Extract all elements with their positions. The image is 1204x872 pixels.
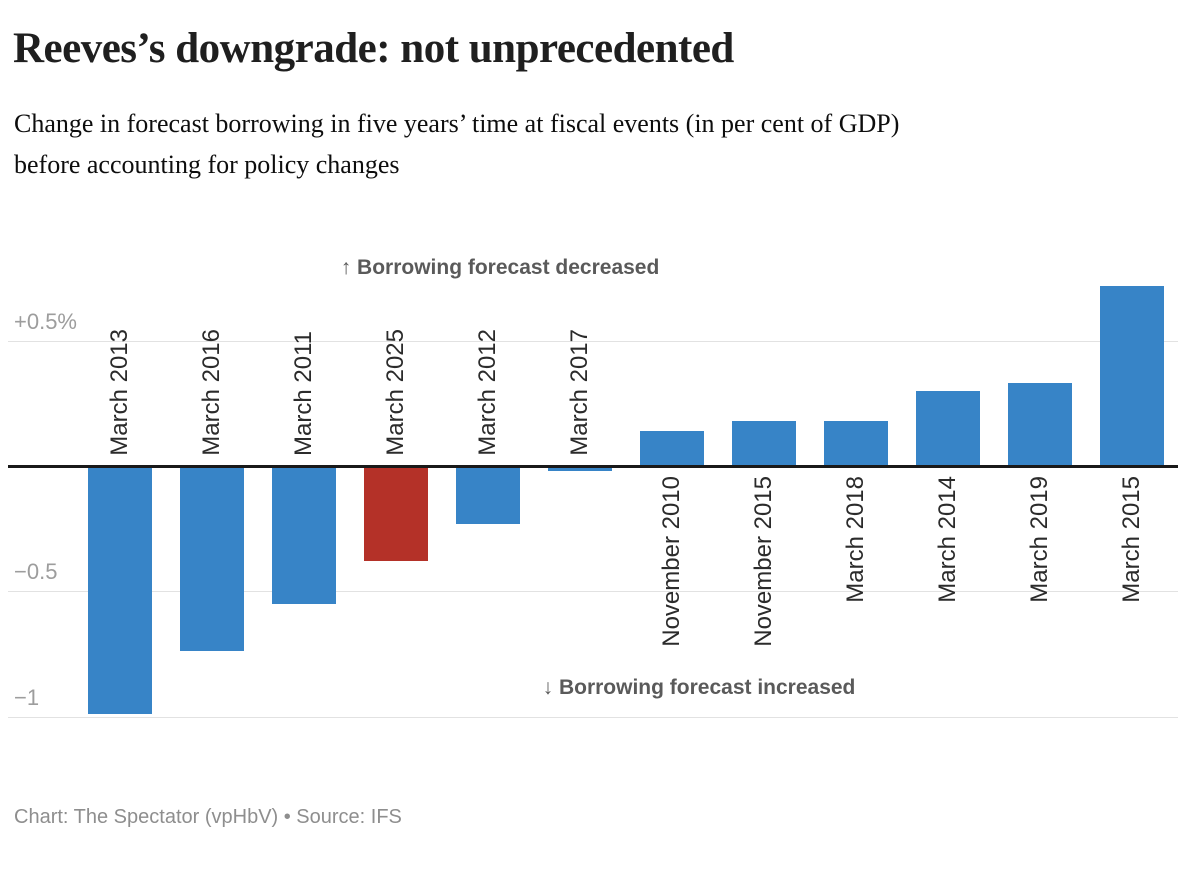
bar-march-2016 [179, 466, 244, 652]
y-axis-tick-label: −1 [14, 684, 40, 710]
bar-november-2010 [639, 430, 704, 466]
chart-subtitle: Change in forecast borrowing in five yea… [14, 103, 899, 185]
bar-label-november-2010: November 2010 [657, 476, 685, 647]
annotation-borrowing-increased: ↓ Borrowing forecast increased [543, 676, 856, 700]
bar-march-2014 [915, 390, 980, 466]
y-axis-tick-label: −0.5 [14, 559, 58, 585]
gridline [8, 340, 1178, 342]
chart-source-credit: Chart: The Spectator (vpHbV) • Source: I… [14, 806, 402, 828]
chart-title: Reeves’s downgrade: not unprecedented [13, 25, 734, 72]
bar-label-march-2011: March 2011 [289, 331, 317, 456]
bar-label-march-2013: March 2013 [105, 329, 133, 456]
bar-label-march-2017: March 2017 [565, 329, 593, 456]
bar-march-2011 [271, 466, 336, 604]
down-arrow-icon: ↓ [542, 676, 554, 699]
bar-march-2013 [87, 466, 152, 715]
bar-november-2015 [731, 420, 796, 466]
bar-label-march-2012: March 2012 [473, 329, 501, 456]
zero-baseline [8, 464, 1178, 468]
bar-label-march-2016: March 2016 [197, 329, 225, 456]
y-axis-tick-label: +0.5% [14, 308, 77, 334]
bar-label-march-2015: March 2015 [1117, 476, 1145, 603]
chart-subtitle-line1: Change in forecast borrowing in five yea… [14, 109, 900, 138]
annotation-borrowing-increased-label: Borrowing forecast increased [558, 676, 856, 699]
plot-area: ↑ Borrowing forecast decreased ↓ Borrowi… [8, 250, 1178, 730]
bar-march-2019 [1007, 383, 1072, 466]
bar-march-2018 [823, 420, 888, 466]
bar-label-march-2019: March 2019 [1025, 476, 1053, 603]
bar-label-march-2014: March 2014 [933, 476, 961, 603]
bar-march-2012 [455, 466, 520, 524]
annotation-borrowing-decreased: ↑ Borrowing forecast decreased [341, 256, 660, 280]
chart-subtitle-line2: before accounting for policy changes [14, 150, 400, 179]
bar-label-march-2018: March 2018 [841, 476, 869, 603]
gridline [8, 716, 1178, 718]
annotation-borrowing-decreased-label: Borrowing forecast decreased [357, 256, 660, 279]
gridline [8, 591, 1178, 593]
up-arrow-icon: ↑ [340, 256, 352, 279]
bar-label-november-2015: November 2015 [749, 476, 777, 647]
bar-march-2017 [547, 466, 612, 471]
bar-march-2025 [363, 466, 428, 562]
bar-march-2015 [1099, 285, 1164, 466]
bar-label-march-2025: March 2025 [381, 329, 409, 456]
